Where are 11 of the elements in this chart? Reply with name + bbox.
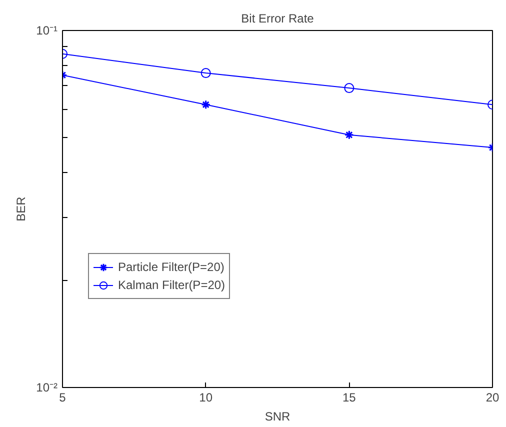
chart-title: Bit Error Rate bbox=[241, 12, 314, 26]
x-tick-label: 15 bbox=[342, 390, 356, 404]
legend-label: Kalman Filter(P=20) bbox=[118, 277, 226, 294]
x-tick-label: 20 bbox=[486, 390, 500, 404]
y-tick-label: 10⁻² bbox=[36, 380, 58, 394]
y-tick-label: 10⁻¹ bbox=[36, 24, 58, 38]
y-axis-title: BER bbox=[14, 196, 28, 222]
x-tick-label: 5 bbox=[59, 390, 66, 404]
x-tick-label: 10 bbox=[199, 390, 213, 404]
legend-label: Particle Filter(P=20) bbox=[118, 259, 224, 276]
x-axis-title: SNR bbox=[264, 410, 290, 424]
